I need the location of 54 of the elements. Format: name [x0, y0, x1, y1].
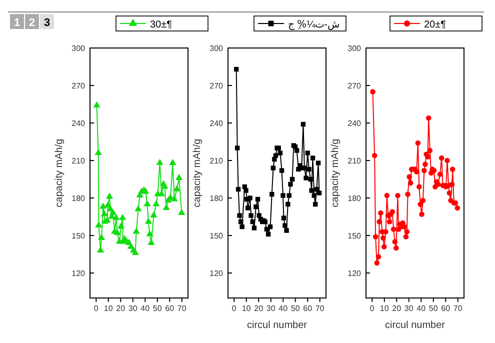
y-tick-label: 120 — [348, 268, 362, 278]
y-tick-label: 180 — [348, 194, 362, 203]
x-tick-label: 40 — [278, 304, 288, 313]
x-tick-label: 40 — [140, 304, 150, 313]
x-tick-label: 60 — [303, 304, 313, 313]
x-tick-label: 70 — [315, 304, 325, 313]
y-tick-label: 300 — [210, 44, 224, 53]
x-tick-label: 20 — [254, 304, 264, 313]
y-tick-label: 240 — [210, 118, 224, 128]
x-tick-label: 70 — [453, 304, 463, 313]
x-tick-label: 0 — [94, 304, 99, 313]
y-tick-label: 180 — [72, 194, 86, 203]
y-tick-label: 270 — [210, 81, 224, 90]
x-tick-label: 30 — [266, 304, 276, 313]
x-tick-label: 40 — [416, 304, 426, 313]
y-tick-label: 210 — [210, 156, 224, 166]
y-tick-label: 150 — [210, 231, 224, 240]
y-tick-label: 120 — [72, 268, 86, 278]
x-tick-label: 20 — [392, 304, 402, 313]
x-tick-label: 10 — [242, 304, 252, 313]
y-tick-label: 120 — [210, 268, 224, 278]
y-tick-label: 270 — [348, 81, 362, 90]
legend-label: ش-ت¼%ِ ج — [288, 20, 340, 30]
y-tick-label: 300 — [348, 44, 362, 53]
x-axis-title: circul number — [246, 320, 308, 331]
x-tick-label: 30 — [128, 304, 138, 313]
x-tick-label: 0 — [370, 304, 375, 313]
x-tick-label: 10 — [104, 304, 114, 313]
legend-label: 20±¶ — [424, 20, 446, 30]
y-tick-label: 150 — [348, 231, 362, 240]
x-tick-label: 0 — [232, 304, 237, 313]
y-tick-label: 210 — [72, 156, 86, 166]
y-tick-label: 240 — [72, 118, 86, 128]
x-tick-label: 10 — [380, 304, 390, 313]
y-tick-label: 270 — [72, 81, 86, 90]
x-tick-label: 70 — [177, 304, 187, 313]
x-tick-label: 50 — [428, 304, 438, 313]
page-tabs: 1 2 3 — [10, 14, 54, 29]
y-tick-label: 150 — [72, 231, 86, 240]
y-tick-label: 180 — [210, 194, 224, 203]
y-tick-label: 300 — [72, 44, 86, 53]
x-axis-title: circul number — [384, 320, 446, 331]
x-tick-label: 60 — [165, 304, 175, 313]
y-axis-title: capacity mAh/g — [192, 138, 203, 208]
y-axis-title: capacity mAh/g — [330, 138, 341, 208]
y-axis-title: capacity mAh/g — [54, 138, 65, 208]
legend-label: 30±¶ — [150, 20, 172, 30]
x-tick-label: 50 — [152, 304, 162, 313]
x-tick-label: 50 — [290, 304, 300, 313]
x-tick-label: 60 — [441, 304, 451, 313]
x-tick-label: 20 — [116, 304, 126, 313]
x-tick-label: 30 — [404, 304, 414, 313]
y-tick-label: 210 — [348, 156, 362, 166]
y-tick-label: 240 — [348, 118, 362, 128]
